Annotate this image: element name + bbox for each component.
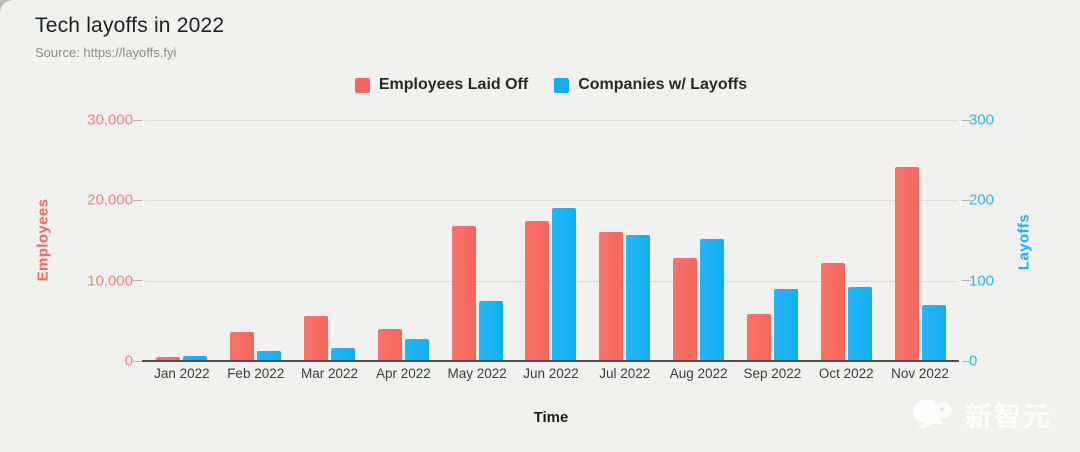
x-tick-label: Aug 2022 xyxy=(669,366,728,381)
tick-mark xyxy=(962,199,971,201)
bar-employees[interactable] xyxy=(820,263,845,361)
bar-companies[interactable] xyxy=(773,288,798,361)
bar-employees[interactable] xyxy=(304,316,329,361)
gridline xyxy=(145,280,957,282)
left-axis-title: Employees xyxy=(34,198,52,282)
tick-mark xyxy=(962,280,971,282)
bar-group-jan xyxy=(145,120,219,361)
y-tick-label-right: 200 xyxy=(969,191,995,209)
bar-companies[interactable] xyxy=(404,338,429,361)
watermark-logo-icon xyxy=(912,399,952,428)
tick-mark xyxy=(962,119,971,121)
x-tick-label: Jul 2022 xyxy=(599,366,651,381)
x-tick-label: Mar 2022 xyxy=(301,366,359,381)
left-axis-ticks: 0 10,000 20,000 30,000 xyxy=(0,112,133,370)
bar-employees[interactable] xyxy=(894,166,919,361)
bar-group-jun xyxy=(514,120,588,361)
gridline xyxy=(145,120,957,121)
bar-employees[interactable] xyxy=(230,332,255,361)
bar-group-mar xyxy=(293,120,367,361)
x-axis-line xyxy=(142,360,959,362)
tick-mark xyxy=(133,119,142,121)
x-axis-title: Time xyxy=(533,409,569,426)
plot-area xyxy=(133,119,971,362)
right-axis-title: Layoffs xyxy=(1015,213,1033,271)
tick-mark xyxy=(133,360,142,362)
right-axis-ticks: 0 100 200 300 xyxy=(969,112,1049,370)
bar-companies[interactable] xyxy=(847,287,872,361)
legend-label: Companies w/ Layoffs xyxy=(578,76,748,93)
bar-group-feb xyxy=(219,120,293,361)
watermark-text: 新智元 xyxy=(965,402,1052,432)
x-tick-label: May 2022 xyxy=(447,366,507,381)
legend-swatch xyxy=(354,77,370,93)
bar-employees[interactable] xyxy=(599,231,624,361)
bar-companies[interactable] xyxy=(552,208,577,361)
bar-group-may xyxy=(440,120,514,361)
bar-group-jul xyxy=(588,120,662,361)
bar-employees[interactable] xyxy=(377,328,402,361)
bar-employees[interactable] xyxy=(673,258,698,361)
bar-companies[interactable] xyxy=(700,238,725,361)
x-tick-label: Jan 2022 xyxy=(154,366,210,381)
y-tick-label-right: 100 xyxy=(969,272,995,290)
bar-companies[interactable] xyxy=(331,348,356,361)
legend-item-employees[interactable]: Employees Laid Off xyxy=(354,76,529,94)
bar-companies[interactable] xyxy=(478,300,503,361)
bar-employees[interactable] xyxy=(525,221,550,361)
tick-mark xyxy=(962,360,971,362)
bar-group-aug xyxy=(662,120,736,361)
y-tick-label-left: 0 xyxy=(124,352,133,370)
bar-employees[interactable] xyxy=(451,226,476,361)
gridline xyxy=(145,200,957,202)
xinzhiyuan-watermark: 新智元 xyxy=(911,395,1052,434)
y-tick-label-right: 0 xyxy=(969,352,978,370)
chart-legend: Employees Laid Off Companies w/ Layoffs xyxy=(145,76,957,94)
y-tick-label-right: 300 xyxy=(969,111,995,129)
bar-group-apr xyxy=(366,120,440,361)
bar-companies[interactable] xyxy=(626,234,651,361)
x-axis-ticks: Jan 2022 Feb 2022 Mar 2022 Apr 2022 May 2022… xyxy=(145,366,957,381)
bar-group-sep xyxy=(736,120,810,361)
y-tick-label-left: 30,000 xyxy=(87,111,133,129)
bar-companies[interactable] xyxy=(921,304,946,361)
legend-item-companies[interactable]: Companies w/ Layoffs xyxy=(554,76,747,94)
bar-series-container xyxy=(145,120,957,361)
y-tick-label-left: 20,000 xyxy=(87,191,133,209)
screenshot-corner-artifact xyxy=(0,0,15,13)
legend-swatch xyxy=(554,77,570,93)
x-tick-label: Apr 2022 xyxy=(375,366,431,381)
bar-companies[interactable] xyxy=(183,356,208,361)
tick-mark xyxy=(133,199,142,201)
x-tick-label: Jun 2022 xyxy=(523,366,579,381)
bar-group-nov xyxy=(883,120,957,361)
bar-companies[interactable] xyxy=(257,351,282,361)
chart-source: Source: https://layoffs.fyi xyxy=(35,45,177,60)
tick-mark xyxy=(133,280,142,282)
bar-group-oct xyxy=(809,120,883,361)
x-tick-label: Sep 2022 xyxy=(743,366,802,381)
chart-title: Tech layoffs in 2022 xyxy=(35,14,225,37)
legend-label: Employees Laid Off xyxy=(378,76,529,93)
bar-employees[interactable] xyxy=(746,314,771,361)
x-tick-label: Feb 2022 xyxy=(227,366,285,381)
x-tick-label: Oct 2022 xyxy=(818,366,874,381)
bar-employees[interactable] xyxy=(156,356,181,361)
y-tick-label-left: 10,000 xyxy=(87,272,133,290)
x-tick-label: Nov 2022 xyxy=(891,366,949,381)
